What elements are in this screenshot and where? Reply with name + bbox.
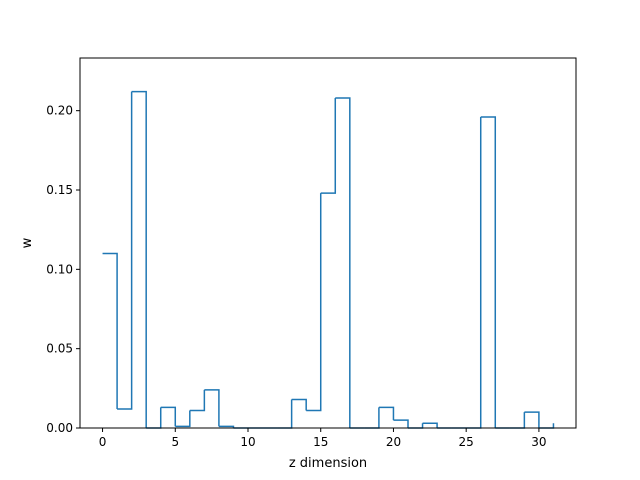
step-segment: [160, 406, 177, 427]
step-segment: [335, 97, 351, 428]
step-segment: [291, 398, 307, 411]
x-axis-label: z dimension: [289, 456, 367, 471]
x-axis-ticks: 0 5 10 15 20 25 30: [99, 428, 547, 449]
x-tick-label: 30: [531, 435, 546, 449]
step-segment: [306, 193, 322, 412]
x-tick-label: 15: [313, 435, 328, 449]
step-segment: [117, 91, 133, 410]
x-tick-label: 25: [459, 435, 474, 449]
step-segment: [393, 419, 409, 428]
step-segment: [524, 411, 540, 428]
plot-frame: [79, 57, 577, 429]
step-segment: [378, 406, 395, 421]
step-segment: [204, 389, 220, 427]
y-axis-label: w: [20, 237, 35, 248]
x-tick-label: 5: [171, 435, 179, 449]
y-tick-label: 0.15: [46, 183, 73, 197]
step-segment: [102, 252, 118, 409]
x-tick-label: 10: [240, 435, 255, 449]
step-segment: [175, 410, 191, 428]
x-tick-label: 20: [386, 435, 401, 449]
y-tick-label: 0.00: [46, 421, 73, 435]
step-segment: [422, 422, 438, 428]
x-tick-label: 0: [99, 435, 107, 449]
y-tick-label: 0.10: [46, 262, 73, 276]
plot-area: [80, 58, 576, 428]
step-segment: [131, 90, 147, 428]
y-tick-label: 0.05: [46, 342, 73, 356]
step-segment: [320, 97, 337, 194]
step-segment: [189, 389, 206, 412]
y-axis-ticks: 0.00 0.05 0.10 0.15 0.20: [46, 104, 80, 435]
step-segment: [480, 116, 497, 428]
y-tick-label: 0.20: [46, 104, 73, 118]
